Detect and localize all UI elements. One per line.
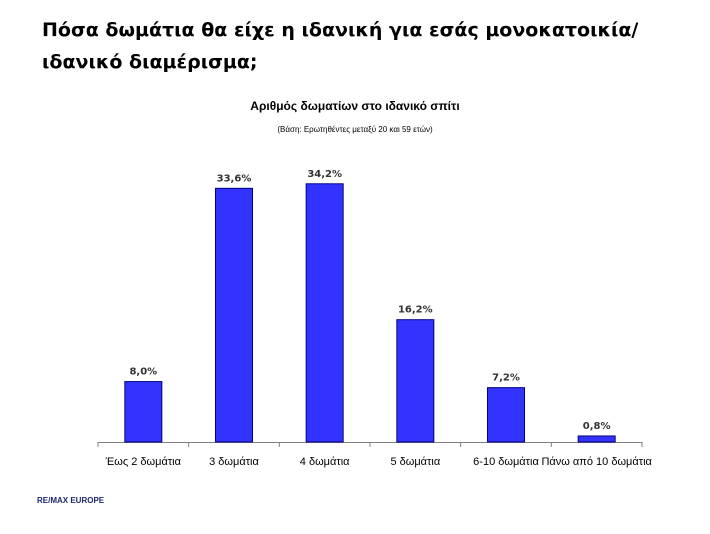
category-label: 6-10 δωμάτια: [473, 456, 539, 468]
bar: [487, 387, 525, 443]
category-label: 3 δωμάτια: [209, 456, 259, 468]
data-label: 8,0%: [129, 367, 157, 378]
category-label: Έως 2 δωμάτια: [105, 456, 182, 468]
category-label: 4 δωμάτια: [300, 456, 350, 468]
data-label: 0,8%: [583, 421, 611, 432]
slide-title: Πόσα δωμάτια θα είχε η ιδανική για εσάς …: [42, 19, 639, 73]
bar: [305, 183, 344, 443]
bar: [577, 435, 616, 443]
category-label: Πάνω από 10 δωμάτια: [541, 456, 652, 468]
bar: [124, 381, 163, 443]
data-label: 34,2%: [307, 169, 342, 180]
data-label: 16,2%: [398, 305, 433, 316]
data-label: 7,2%: [492, 373, 520, 384]
category-label: 5 δωμάτια: [390, 456, 440, 468]
chart-subtitle: (Βάση: Ερωτηθέντες μεταξύ 20 και 59 ετών…: [277, 125, 433, 134]
footer-brand: RE/MAX EUROPE: [37, 496, 105, 505]
bar: [396, 319, 435, 443]
data-label: 33,6%: [217, 173, 252, 184]
chart-title: Αριθμός δωματίων στο ιδανικό σπίτι: [250, 99, 460, 113]
bar: [215, 187, 253, 443]
